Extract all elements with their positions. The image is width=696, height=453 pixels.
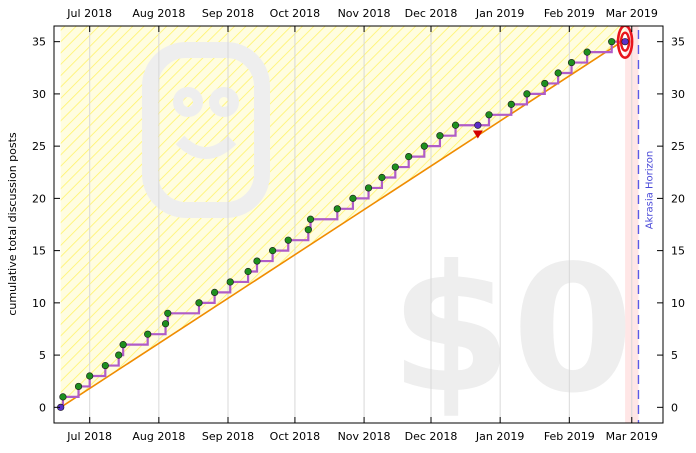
y-tick-label-left: 30: [32, 88, 46, 101]
x-tick-label-bottom: Nov 2018: [338, 430, 391, 443]
data-point: [436, 132, 444, 140]
data-point: [420, 142, 428, 150]
y-tick-label-right: 0: [671, 401, 678, 414]
data-point: [304, 226, 312, 234]
y-axis-label: cumulative total discussion posts: [6, 132, 19, 316]
data-point: [364, 184, 373, 192]
x-tick-label-top: Feb 2019: [544, 7, 595, 20]
grid-layer: Akrasia Horizon: [89, 26, 655, 423]
data-point: [101, 361, 109, 370]
data-point: [211, 288, 219, 297]
derail-marker: [472, 130, 483, 139]
data-point: [195, 299, 203, 307]
x-tick-label-bottom: Feb 2019: [544, 430, 595, 443]
data-point: [378, 173, 386, 182]
data-point: [244, 267, 252, 276]
y-tick-label-left: 5: [39, 349, 46, 362]
data-point: [226, 278, 234, 286]
data-point: [144, 330, 152, 338]
x-tick-label-bottom: Aug 2018: [132, 430, 185, 443]
data-point: [161, 320, 170, 328]
y-tick-label-right: 35: [671, 36, 685, 49]
data-point: [284, 236, 292, 244]
y-tick-label-right: 25: [671, 140, 685, 153]
data-point: [485, 111, 493, 119]
y-tick-label-left: 15: [32, 245, 46, 258]
y-tick-label-left: 25: [32, 140, 46, 153]
data-point: [164, 309, 172, 317]
data-point: [451, 121, 460, 129]
x-tick-label-top: Sep 2018: [202, 7, 254, 20]
data-point: [86, 372, 94, 380]
y-tick-label-right: 15: [671, 245, 685, 258]
data-point: [115, 351, 123, 359]
x-tick-label-bottom: Dec 2018: [405, 430, 458, 443]
y-tick-label-left: 0: [39, 401, 46, 414]
data-point: [583, 48, 591, 56]
x-tick-label-top: Dec 2018: [405, 7, 458, 20]
plot-frame: [53, 25, 664, 424]
data-point: [59, 393, 67, 401]
data-point: [608, 38, 616, 46]
data-point: [405, 152, 413, 161]
x-tick-label-top: Mar 2019: [606, 7, 658, 20]
y-tick-label-left: 20: [32, 192, 46, 205]
data-point: [541, 79, 549, 88]
x-tick-label-top: Nov 2018: [338, 7, 391, 20]
x-tick-label-top: Aug 2018: [132, 7, 185, 20]
y-tick-label-left: 35: [32, 36, 46, 49]
x-tick-label-bottom: Mar 2019: [606, 430, 658, 443]
data-point: [349, 194, 357, 202]
data-point: [554, 69, 562, 77]
data-point: [333, 205, 341, 213]
data-point: [74, 382, 83, 391]
akrasia-horizon-label: Akrasia Horizon: [644, 151, 655, 229]
x-tick-label-bottom: Jul 2018: [66, 430, 112, 443]
y-tick-label-right: 20: [671, 192, 685, 205]
axes-layer: Jul 2018 Jul 2018 Aug 2018 Aug 2018 Sep 2018…: [32, 7, 685, 443]
data-point: [567, 58, 576, 67]
data-point: [269, 247, 277, 255]
data-point: [253, 257, 261, 265]
safe-region: [60, 26, 626, 408]
today-point: [621, 38, 629, 46]
smiley-face-icon: [142, 42, 270, 218]
y-tick-label-right: 30: [671, 88, 685, 101]
data-point: [119, 341, 127, 349]
x-tick-label-bottom: Oct 2018: [270, 430, 321, 443]
data-point: [306, 215, 315, 223]
y-tick-label-right: 10: [671, 297, 685, 310]
data-point: [474, 121, 482, 129]
data-point: [523, 90, 531, 98]
road-layer: [60, 38, 626, 408]
points-layer: [57, 26, 634, 411]
x-tick-label-bottom: Sep 2018: [202, 430, 254, 443]
data-point: [391, 163, 399, 171]
target-ring-outer: [616, 26, 634, 59]
bright-red-line: [60, 38, 626, 408]
x-tick-label-top: Jan 2019: [475, 7, 524, 20]
pledge-watermark: $0: [390, 229, 634, 432]
x-tick-label-top: Oct 2018: [270, 7, 321, 20]
data-point: [507, 100, 515, 108]
y-tick-label-right: 5: [671, 349, 678, 362]
y-tick-label-left: 10: [32, 297, 46, 310]
x-tick-label-bottom: Jan 2019: [475, 430, 524, 443]
x-tick-label-top: Jul 2018: [66, 7, 112, 20]
